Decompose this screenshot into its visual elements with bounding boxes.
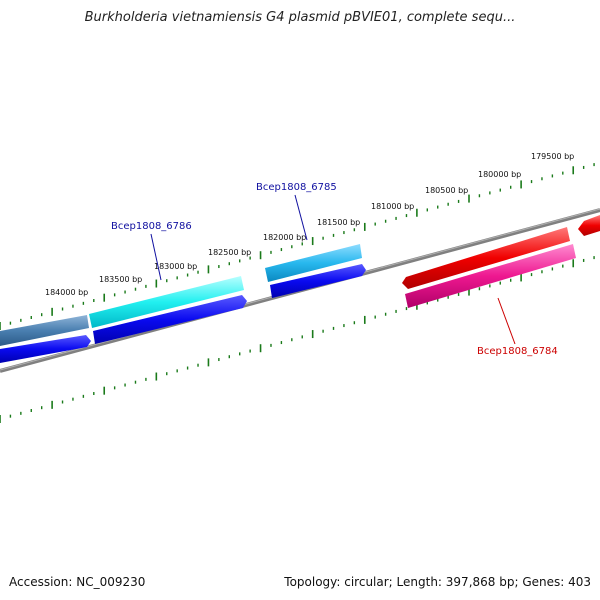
ruler-label: 182500 bp <box>208 248 251 257</box>
gene-block-pink <box>405 244 576 308</box>
topology-text: Topology: circular; Length: 397,868 bp; … <box>284 575 591 589</box>
ruler-label: 180000 bp <box>478 170 521 179</box>
gene-arrow-blue <box>0 335 91 363</box>
gene-blocks-top <box>0 244 362 346</box>
accession-text: Accession: NC_009230 <box>9 575 146 589</box>
ruler-label: 181500 bp <box>317 218 360 227</box>
ruler-labels: 179500 bp 180000 bp 180500 bp 181000 bp … <box>45 152 574 297</box>
gene-arrow-red <box>402 227 570 289</box>
gene-label-6785: Bcep1808_6785 <box>256 182 337 193</box>
leader-line-6785 <box>294 194 308 241</box>
gene-block-cyan <box>89 276 244 328</box>
ruler-label: 183500 bp <box>99 275 142 284</box>
gene-arrow-red <box>578 215 600 236</box>
gene-block-steel <box>0 315 89 346</box>
gene-arrow-blue <box>270 264 366 298</box>
ruler-label: 183000 bp <box>154 262 197 271</box>
map-title: Burkholderia vietnamiensis G4 plasmid pB… <box>84 10 516 25</box>
leader-line-6786 <box>150 233 162 281</box>
gene-arrows-red <box>402 215 600 308</box>
ruler-ticks-top <box>0 163 595 330</box>
gene-label-6786: Bcep1808_6786 <box>111 221 192 232</box>
ruler-label: 181000 bp <box>371 202 414 211</box>
gene-arrow-blue <box>93 295 247 344</box>
gene-label-6784: Bcep1808_6784 <box>477 346 558 357</box>
ruler-label: 179500 bp <box>531 152 574 161</box>
ruler-ticks-bottom <box>0 256 595 423</box>
ruler-label: 180500 bp <box>425 186 468 195</box>
gene-block-sky <box>265 244 362 282</box>
ruler-label: 182000 bp <box>263 233 306 242</box>
ruler-label: 184000 bp <box>45 288 88 297</box>
gene-arrows-inner <box>0 264 366 363</box>
leader-line-6784 <box>497 297 516 345</box>
